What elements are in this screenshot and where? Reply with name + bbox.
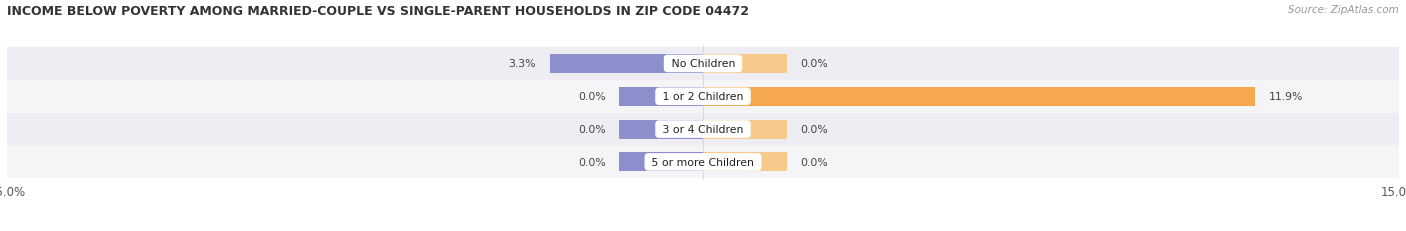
Bar	[7, 81, 1399, 113]
Text: INCOME BELOW POVERTY AMONG MARRIED-COUPLE VS SINGLE-PARENT HOUSEHOLDS IN ZIP COD: INCOME BELOW POVERTY AMONG MARRIED-COUPL…	[7, 5, 749, 18]
Text: 1 or 2 Children: 1 or 2 Children	[659, 92, 747, 102]
Bar	[620, 87, 703, 106]
Text: 0.0%: 0.0%	[578, 92, 606, 102]
Bar	[7, 113, 1399, 146]
Bar	[7, 48, 1399, 81]
Bar	[550, 55, 703, 74]
Text: 5 or more Children: 5 or more Children	[648, 157, 758, 167]
Text: 0.0%: 0.0%	[578, 125, 606, 134]
Text: 11.9%: 11.9%	[1270, 92, 1303, 102]
Bar	[620, 120, 703, 139]
Text: Source: ZipAtlas.com: Source: ZipAtlas.com	[1288, 5, 1399, 15]
Text: 0.0%: 0.0%	[800, 157, 828, 167]
Text: No Children: No Children	[668, 59, 738, 69]
Bar	[703, 120, 786, 139]
Bar	[620, 153, 703, 172]
Bar	[7, 146, 1399, 179]
Text: 3.3%: 3.3%	[509, 59, 536, 69]
Text: 0.0%: 0.0%	[800, 125, 828, 134]
Text: 0.0%: 0.0%	[578, 157, 606, 167]
Bar	[703, 55, 786, 74]
Text: 3 or 4 Children: 3 or 4 Children	[659, 125, 747, 134]
Bar	[703, 153, 786, 172]
Text: 0.0%: 0.0%	[800, 59, 828, 69]
Bar	[703, 87, 1256, 106]
